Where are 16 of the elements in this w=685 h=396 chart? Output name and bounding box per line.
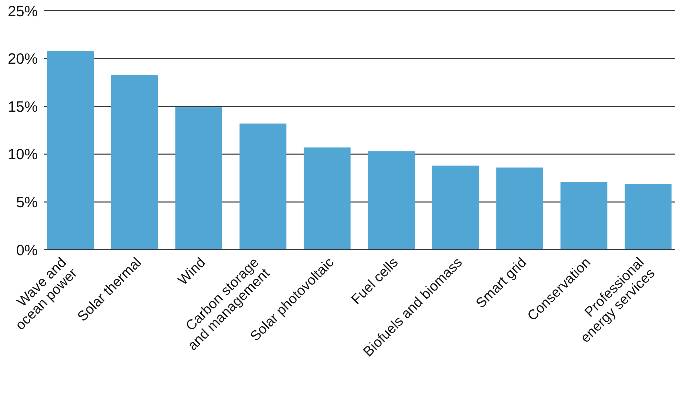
bar bbox=[176, 108, 222, 250]
y-tick-label: 10% bbox=[8, 146, 38, 164]
bar bbox=[496, 168, 544, 250]
y-tick-label: 15% bbox=[8, 98, 38, 116]
bar bbox=[432, 166, 480, 250]
bar bbox=[111, 75, 158, 250]
bar bbox=[560, 182, 608, 250]
bar bbox=[240, 124, 287, 250]
y-tick-label: 5% bbox=[16, 194, 38, 212]
bar bbox=[47, 51, 94, 250]
bar bbox=[368, 152, 416, 250]
y-tick-label: 0% bbox=[16, 242, 38, 260]
y-tick-label: 20% bbox=[8, 51, 38, 68]
bar bbox=[304, 148, 351, 250]
y-tick-label: 25% bbox=[8, 3, 38, 20]
bar bbox=[624, 184, 672, 250]
